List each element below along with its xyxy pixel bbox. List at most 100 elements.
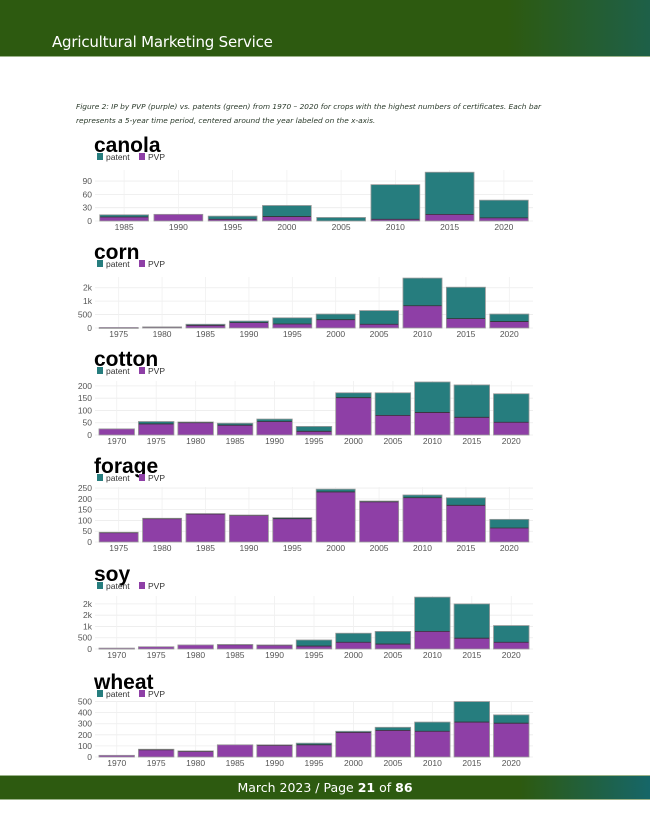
bar-pvp-soy-2000 xyxy=(335,642,372,649)
x-tick-label: 1995 xyxy=(305,650,324,660)
bar-outline xyxy=(216,644,254,650)
legend-label-pvp: PVP xyxy=(148,366,165,376)
header-banner: Agricultural Marketing Service xyxy=(0,0,650,57)
bar-outline xyxy=(262,205,312,222)
bar-outline xyxy=(335,730,372,758)
bar-outline xyxy=(414,721,451,758)
bar-patent-corn-2015 xyxy=(446,287,486,319)
legend-label-pvp: PVP xyxy=(148,473,165,483)
bar-pvp-soy-1980 xyxy=(177,644,214,649)
bar-outline xyxy=(453,603,490,650)
x-tick-label: 2005 xyxy=(370,329,389,339)
bar-outline xyxy=(479,199,529,222)
chart-title-forage: forage xyxy=(94,455,158,478)
bar-patent-forage-2000 xyxy=(316,489,356,492)
x-tick-label: 1985 xyxy=(115,222,134,232)
y-tick-label: 250 xyxy=(78,483,92,493)
bar-outline xyxy=(138,421,175,436)
bar-outline xyxy=(453,701,490,758)
legend-label-pvp: PVP xyxy=(148,581,165,591)
x-tick-label: 1980 xyxy=(153,329,172,339)
y-tick-label: 200 xyxy=(78,381,92,391)
x-tick-label: 1980 xyxy=(186,650,205,660)
bar-patent-canola-1985 xyxy=(99,214,149,218)
bar-pvp-canola-1995 xyxy=(208,219,258,221)
bar-pvp-forage-2020 xyxy=(489,527,529,542)
y-tick-label: 1k xyxy=(83,621,93,631)
y-tick-label: 100 xyxy=(78,405,92,415)
bar-pvp-soy-1975 xyxy=(138,646,174,649)
bar-outline xyxy=(295,742,333,758)
bar-pvp-wheat-2010 xyxy=(414,731,451,757)
bar-patent-canola-2005 xyxy=(316,217,366,221)
bar-pvp-canola-2010 xyxy=(370,219,420,221)
y-tick-label: 0 xyxy=(87,644,92,654)
x-tick-label: 1990 xyxy=(169,222,188,232)
legend-label-patent: patent xyxy=(106,259,130,269)
bar-pvp-cotton-2015 xyxy=(454,417,490,435)
x-tick-label: 2015 xyxy=(462,436,481,446)
bar-pvp-soy-2010 xyxy=(414,631,451,649)
bar-pvp-wheat-2020 xyxy=(493,723,530,757)
bar-outline xyxy=(98,754,135,758)
bar-outline xyxy=(489,518,530,543)
x-tick-label: 1995 xyxy=(283,329,302,339)
legend-swatch-patent xyxy=(97,690,103,697)
legend-swatch-pvp xyxy=(139,260,145,267)
bar-pvp-soy-2015 xyxy=(454,638,490,649)
x-tick-label: 2020 xyxy=(500,543,519,553)
chart-title-canola: canola xyxy=(94,134,161,157)
bar-pvp-cotton-1980 xyxy=(177,422,214,435)
x-tick-label: 2010 xyxy=(413,543,432,553)
x-tick-label: 1970 xyxy=(107,758,126,768)
bar-patent-forage-2010 xyxy=(402,494,443,498)
x-tick-label: 2000 xyxy=(344,650,363,660)
y-tick-label: 400 xyxy=(78,708,92,718)
bar-patent-corn-2000 xyxy=(316,314,356,320)
bar-outline xyxy=(315,313,356,329)
x-tick-label: 2020 xyxy=(500,329,519,339)
bar-pvp-canola-1985 xyxy=(99,217,149,221)
bar-pvp-corn-2020 xyxy=(489,321,529,328)
y-tick-label: 2k xyxy=(83,283,93,293)
y-tick-label: 1k xyxy=(83,296,93,306)
bar-outline xyxy=(207,215,258,222)
legend-label-patent: patent xyxy=(106,366,130,376)
bar-pvp-cotton-1995 xyxy=(296,431,332,435)
x-tick-label: 2015 xyxy=(462,650,481,660)
bar-patent-corn-2020 xyxy=(489,314,529,322)
y-tick-label: 50 xyxy=(83,526,93,536)
legend-swatch-patent xyxy=(97,260,103,267)
bar-pvp-soy-2005 xyxy=(375,644,411,649)
bar-patent-forage-1995 xyxy=(272,517,312,519)
y-tick-label: 2k xyxy=(83,599,93,609)
y-tick-label: 200 xyxy=(78,494,92,504)
footer-of: of xyxy=(375,780,396,795)
bar-outline xyxy=(335,392,372,436)
bar-outline xyxy=(228,320,269,329)
bar-outline xyxy=(177,421,214,436)
bar-pvp-wheat-1995 xyxy=(296,744,332,757)
bar-outline xyxy=(374,392,412,436)
x-tick-label: 1975 xyxy=(147,758,166,768)
bar-patent-wheat-2015 xyxy=(454,701,490,723)
legend-label-pvp: PVP xyxy=(148,152,165,162)
x-tick-label: 1970 xyxy=(107,650,126,660)
bar-patent-cotton-1985 xyxy=(217,423,253,426)
bar-outline xyxy=(99,214,149,222)
y-tick-label: 150 xyxy=(78,393,92,403)
bar-patent-wheat-1995 xyxy=(296,743,332,745)
bar-patent-cotton-1995 xyxy=(296,426,332,432)
legend-swatch-pvp xyxy=(139,582,145,589)
bar-outline xyxy=(493,714,530,758)
y-tick-label: 500 xyxy=(78,310,92,320)
bar-patent-cotton-2020 xyxy=(493,393,530,423)
x-tick-label: 1975 xyxy=(147,650,166,660)
bar-outline xyxy=(185,513,226,543)
legend-swatch-pvp xyxy=(139,153,145,160)
bar-pvp-corn-1990 xyxy=(229,322,269,328)
bar-outline xyxy=(374,631,412,650)
bar-pvp-soy-1990 xyxy=(256,645,293,649)
x-tick-label: 2015 xyxy=(462,758,481,768)
y-tick-label: 500 xyxy=(78,633,92,643)
